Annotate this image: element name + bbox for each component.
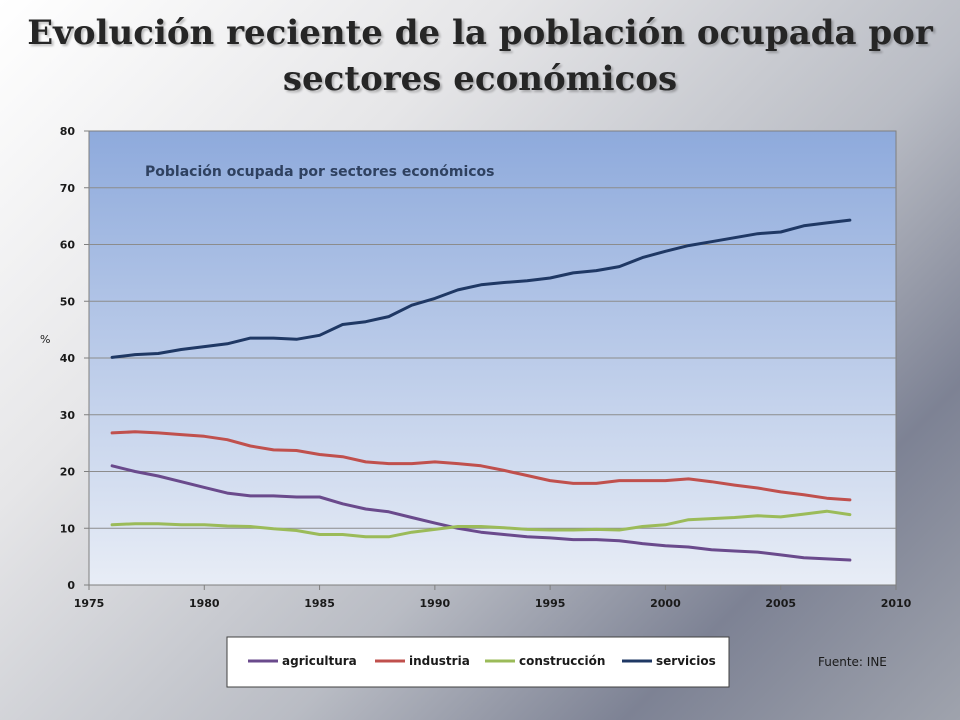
y-tick-label: 0 xyxy=(67,579,75,592)
y-axis-label: % xyxy=(40,333,50,346)
source-note: Fuente: INE xyxy=(818,655,887,669)
y-axis-ticks: 0 10 20 30 40 50 60 70 80 xyxy=(60,125,89,592)
y-tick-label: 10 xyxy=(60,522,76,535)
grid-lines xyxy=(89,187,896,529)
legend-label-construcción: construcción xyxy=(519,654,605,668)
slide-title-line-1: Evolución reciente de la población ocupa… xyxy=(27,13,933,53)
series-line-servicios xyxy=(110,218,852,359)
x-tick-label: 1975 xyxy=(74,597,105,610)
y-tick-label: 50 xyxy=(60,295,76,308)
series-line-construcción xyxy=(110,509,852,539)
x-tick-label: 2000 xyxy=(650,597,681,610)
x-axis-ticks: 1975 1980 1985 1990 1995 2000 2005 2010 xyxy=(74,585,912,610)
y-tick-label: 70 xyxy=(60,182,76,195)
chart-title: Población ocupada por sectores económico… xyxy=(145,164,495,180)
x-tick-label: 1995 xyxy=(535,597,566,610)
x-tick-label: 2010 xyxy=(881,597,912,610)
y-tick-label: 20 xyxy=(60,466,76,479)
series-line-industria xyxy=(110,430,852,502)
x-tick-label: 1985 xyxy=(304,597,335,610)
legend-label-agricultura: agricultura xyxy=(282,654,357,668)
slide-title: Evolución reciente de la población ocupa… xyxy=(0,10,960,102)
y-tick-label: 80 xyxy=(60,125,76,138)
x-tick-label: 1990 xyxy=(420,597,451,610)
x-tick-label: 2005 xyxy=(765,597,796,610)
legend: agricultura industria construcción servicio… xyxy=(248,654,716,668)
y-tick-label: 60 xyxy=(60,239,76,252)
legend-label-industria: industria xyxy=(409,654,470,668)
y-tick-label: 30 xyxy=(60,409,76,422)
series-line-agricultura xyxy=(110,464,852,562)
y-tick-label: 40 xyxy=(60,352,76,365)
legend-label-servicios: servicios xyxy=(656,654,716,668)
slide-title-line-2: sectores económicos xyxy=(282,59,678,99)
series-lines xyxy=(110,218,852,562)
x-tick-label: 1980 xyxy=(189,597,220,610)
